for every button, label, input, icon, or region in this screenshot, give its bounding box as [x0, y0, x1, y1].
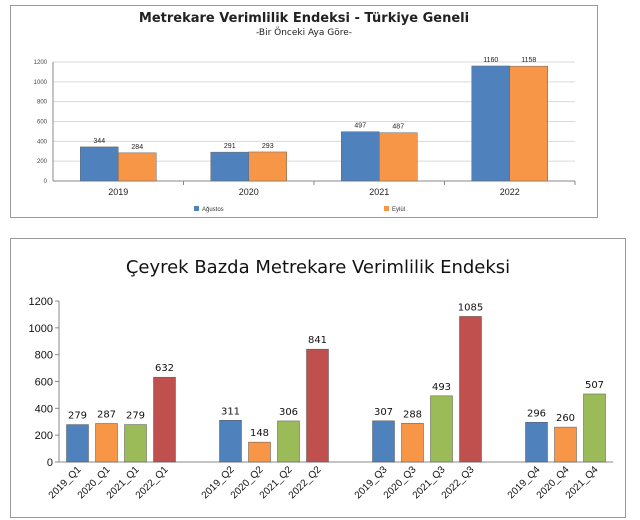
x-category-label: 2022_Q2 [287, 464, 324, 501]
bar-2020_Q3 [401, 423, 424, 463]
data-label: 497 [354, 123, 366, 130]
data-label: 1160 [483, 57, 498, 64]
data-label: 293 [262, 143, 274, 150]
y-tick-label: 600 [35, 377, 53, 389]
bar-2019_Q4 [525, 422, 548, 463]
data-label: 507 [585, 380, 604, 391]
bar-2019-series2 [118, 152, 157, 182]
bar-2021-series1 [341, 131, 380, 182]
chart-yearly-title: Metrekare Verimlilik Endeksi - Türkiye G… [139, 11, 469, 26]
data-label: 291 [224, 143, 236, 150]
data-label: 344 [93, 138, 105, 145]
x-category-label: 2022_Q3 [440, 464, 477, 501]
legend-label: Eylül [392, 207, 405, 213]
bar-2022_Q2 [306, 348, 329, 463]
legend-label: Ağustos [202, 207, 224, 213]
data-label: 279 [68, 411, 87, 422]
data-label: 1158 [521, 57, 536, 64]
y-tick-label: 0 [44, 179, 48, 185]
bar-2019_Q3 [372, 420, 395, 463]
data-label: 260 [556, 413, 575, 424]
y-tick-label: 800 [35, 350, 53, 362]
bar-2022-series1 [471, 65, 510, 182]
chart-quarterly-svg: Çeyrek Bazda Metrekare Verimlilik Endeks… [29, 257, 613, 501]
bar-2021_Q1 [124, 424, 147, 463]
chart-quarterly-title: Çeyrek Bazda Metrekare Verimlilik Endeks… [126, 257, 510, 278]
y-tick-label: 800 [37, 100, 48, 106]
bar-2021_Q2 [277, 420, 300, 463]
bar-2021-series2 [379, 132, 418, 182]
data-label: 288 [403, 409, 422, 420]
data-label: 311 [221, 406, 240, 417]
chart-yearly-panel: Metrekare Verimlilik Endeksi - Türkiye G… [10, 5, 598, 218]
data-label: 307 [374, 407, 393, 418]
y-tick-label: 1200 [29, 296, 53, 308]
data-label: 1085 [458, 302, 483, 313]
chart-yearly-subtitle: -Bir Önceki Aya Göre- [256, 27, 352, 38]
data-label: 148 [250, 428, 269, 439]
bar-2020-series2 [248, 151, 287, 182]
data-label: 487 [392, 124, 404, 131]
bar-2022-series2 [509, 65, 548, 182]
y-tick-label: 0 [47, 457, 53, 469]
legend-swatch [194, 206, 199, 211]
y-tick-label: 200 [37, 159, 48, 165]
bar-2022_Q3 [459, 316, 482, 463]
x-category-label: 2021_Q4 [564, 464, 601, 501]
bar-2019_Q2 [219, 420, 242, 463]
data-label: 284 [131, 144, 143, 151]
x-category-label: 2020 [239, 187, 259, 197]
chart-yearly-svg: Metrekare Verimlilik Endeksi - Türkiye G… [34, 11, 576, 213]
data-label: 632 [155, 363, 174, 374]
legend-swatch [384, 206, 389, 211]
bar-2020-series1 [210, 151, 249, 182]
x-category-label: 2022 [500, 187, 520, 197]
y-tick-label: 400 [35, 403, 53, 415]
data-label: 279 [126, 411, 145, 422]
y-tick-label: 1200 [34, 60, 48, 66]
data-label: 296 [527, 408, 546, 419]
data-label: 287 [97, 409, 116, 420]
bar-2019-series1 [80, 146, 119, 182]
bar-2020_Q2 [248, 441, 271, 463]
y-tick-label: 200 [35, 430, 53, 442]
y-tick-label: 400 [37, 139, 48, 145]
bar-2020_Q1 [95, 423, 118, 463]
data-label: 841 [308, 335, 327, 346]
y-tick-label: 600 [37, 120, 48, 126]
bar-2022_Q1 [153, 376, 176, 463]
bar-2021_Q3 [430, 395, 453, 463]
y-tick-label: 1000 [34, 80, 48, 86]
bar-2021_Q4 [583, 393, 606, 463]
data-label: 306 [279, 407, 298, 418]
x-category-label: 2021 [369, 187, 389, 197]
x-category-label: 2019 [108, 187, 128, 197]
y-tick-label: 1000 [29, 323, 53, 335]
bar-2019_Q1 [66, 424, 89, 463]
bar-2020_Q4 [554, 426, 577, 463]
chart-quarterly-panel: Çeyrek Bazda Metrekare Verimlilik Endeks… [10, 238, 626, 518]
x-category-label: 2022_Q1 [134, 464, 171, 501]
data-label: 493 [432, 382, 451, 393]
